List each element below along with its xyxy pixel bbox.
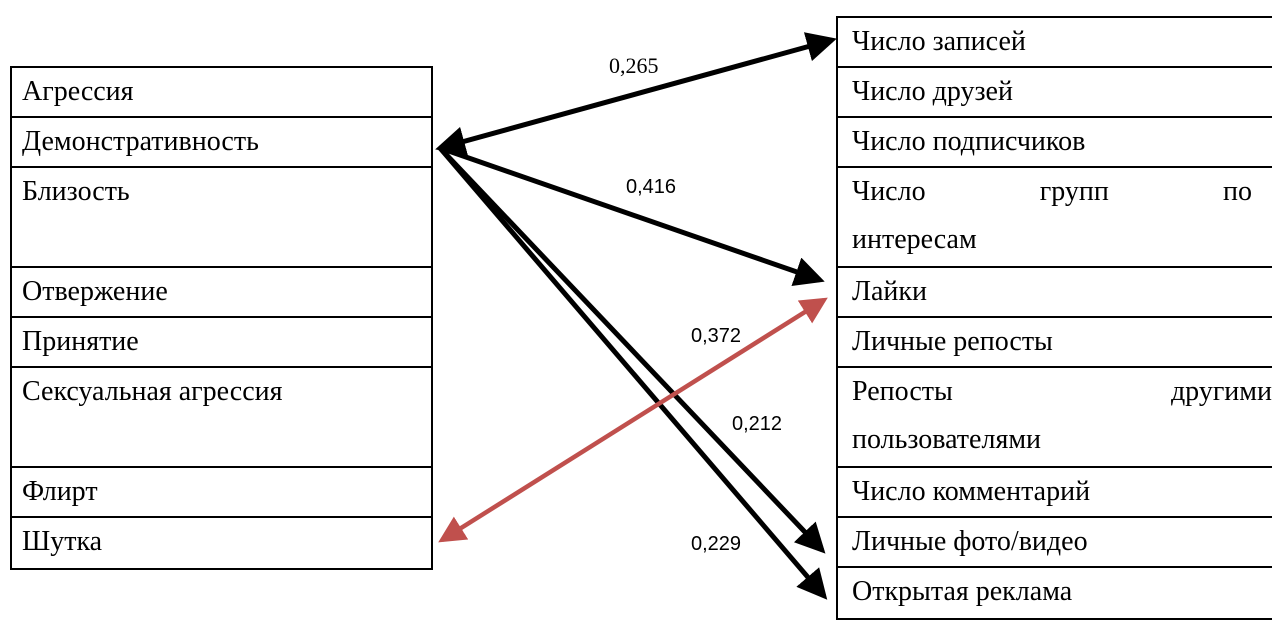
- coefficient-label-advertising: 0,229: [691, 533, 741, 555]
- right-item-interest-groups-line1: Число групп по: [852, 168, 1272, 216]
- right-item-posts-count: Число записей: [838, 18, 1272, 68]
- right-item-interest-groups-word1: Число: [852, 176, 926, 207]
- right-item-personal-photo-video: Личные фото/видео: [838, 518, 1272, 568]
- coefficient-label-joke-likes: 0,372: [691, 325, 741, 347]
- right-item-reposts-by-others-word1: Репосты: [852, 376, 953, 407]
- left-item-sexual-aggression: Сексуальная агрессия: [12, 368, 431, 468]
- coefficient-label-posts: 0,265: [609, 53, 659, 78]
- right-item-interest-groups: Число групп по интересам: [838, 168, 1272, 268]
- right-item-likes: Лайки: [838, 268, 1272, 318]
- right-item-reposts-by-others-line2: пользователями: [852, 424, 1042, 455]
- left-item-closeness: Близость: [12, 168, 431, 268]
- right-item-reposts-by-others-line1: Репосты другими: [852, 368, 1272, 416]
- left-item-aggression: Агрессия: [12, 68, 431, 118]
- right-metric-list: Число записей Число друзей Число подписч…: [836, 16, 1272, 620]
- left-item-rejection: Отвержение: [12, 268, 431, 318]
- left-item-acceptance: Принятие: [12, 318, 431, 368]
- right-item-friends-count: Число друзей: [838, 68, 1272, 118]
- right-item-open-advertising: Открытая реклама: [852, 576, 1073, 607]
- left-item-demonstrativeness: Демонстративность: [12, 118, 431, 168]
- right-item-interest-groups-word3: по: [1223, 176, 1252, 207]
- right-item-interest-groups-word2: групп: [1039, 176, 1109, 207]
- right-item-followers-count: Число подписчиков: [838, 118, 1272, 168]
- arrow-demonstrativeness-photo-video: [438, 146, 826, 554]
- right-item-personal-reposts: Личные репосты: [838, 318, 1272, 368]
- coefficient-label-photo-video: 0,212: [732, 413, 782, 435]
- left-category-list: Агрессия Демонстративность Близость Отве…: [10, 66, 433, 570]
- right-item-comments-count: Число комментарий: [838, 468, 1272, 518]
- arrow-joke-likes: [438, 297, 828, 543]
- right-item-reposts-by-others: Репосты другими пользователями: [838, 368, 1272, 468]
- left-item-flirt: Флирт: [12, 468, 431, 518]
- left-item-joke: Шутка: [22, 526, 103, 557]
- right-item-interest-groups-line2: интересам: [852, 224, 977, 255]
- right-item-reposts-by-others-word2: другими: [1170, 376, 1272, 407]
- arrow-demonstrativeness-posts: [435, 32, 837, 156]
- arrow-demonstrativeness-likes: [439, 145, 825, 286]
- coefficient-label-likes: 0,416: [626, 176, 676, 198]
